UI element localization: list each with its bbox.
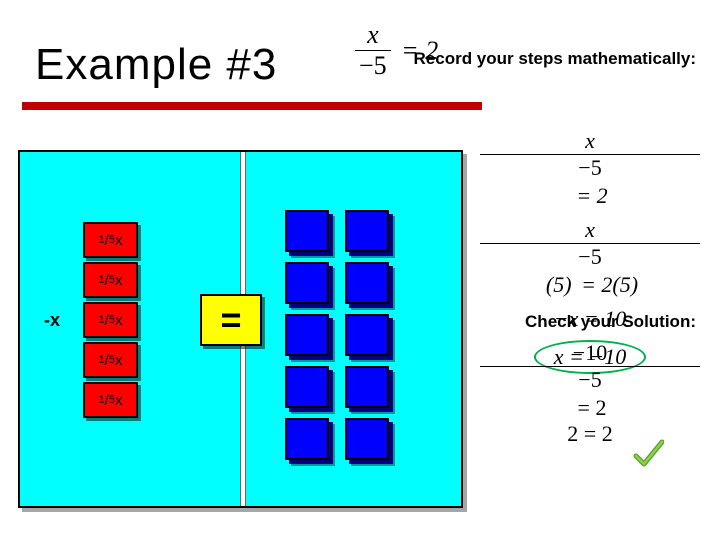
blue-tile: [345, 418, 389, 460]
blue-tile: [285, 262, 329, 304]
red-tile: 1/5x: [83, 302, 138, 338]
red-tile: 1/5x: [83, 342, 138, 378]
red-tile: 1/5x: [83, 222, 138, 258]
step-1: x−5 = 2: [480, 128, 700, 209]
check-1: −10−5 = 2: [480, 340, 700, 421]
checkmark-icon: [632, 438, 664, 470]
title-underline: [22, 102, 482, 110]
step-2: x−5(5) = 2(5): [480, 217, 700, 298]
record-steps-label: Record your steps mathematically:: [414, 48, 696, 70]
main-eq-denominator: −5: [355, 50, 391, 81]
blue-tile: [285, 418, 329, 460]
blue-tile: [345, 314, 389, 356]
page-title: Example #3: [35, 40, 277, 90]
blue-tile: [285, 314, 329, 356]
main-eq-numerator: x: [355, 20, 391, 50]
algebra-tiles-board: -x 1/5x 1/5x 1/5x 1/5x 1/5x =: [18, 150, 463, 508]
check-solution-label: Check your Solution:: [525, 312, 696, 332]
check-column: −10−5 = 2 2 = 2: [480, 340, 700, 447]
red-tile: 1/5x: [83, 382, 138, 418]
check-2: 2 = 2: [480, 421, 700, 447]
blue-tile: [345, 262, 389, 304]
blue-tile: [345, 366, 389, 408]
blue-tile: [285, 210, 329, 252]
equals-tile: =: [200, 294, 262, 346]
red-tile-stack: 1/5x 1/5x 1/5x 1/5x 1/5x: [83, 222, 138, 422]
blue-tile-grid: [285, 210, 397, 466]
red-tile: 1/5x: [83, 262, 138, 298]
blue-tile: [345, 210, 389, 252]
blue-tile: [285, 366, 329, 408]
minus-x-label: -x: [44, 310, 60, 331]
